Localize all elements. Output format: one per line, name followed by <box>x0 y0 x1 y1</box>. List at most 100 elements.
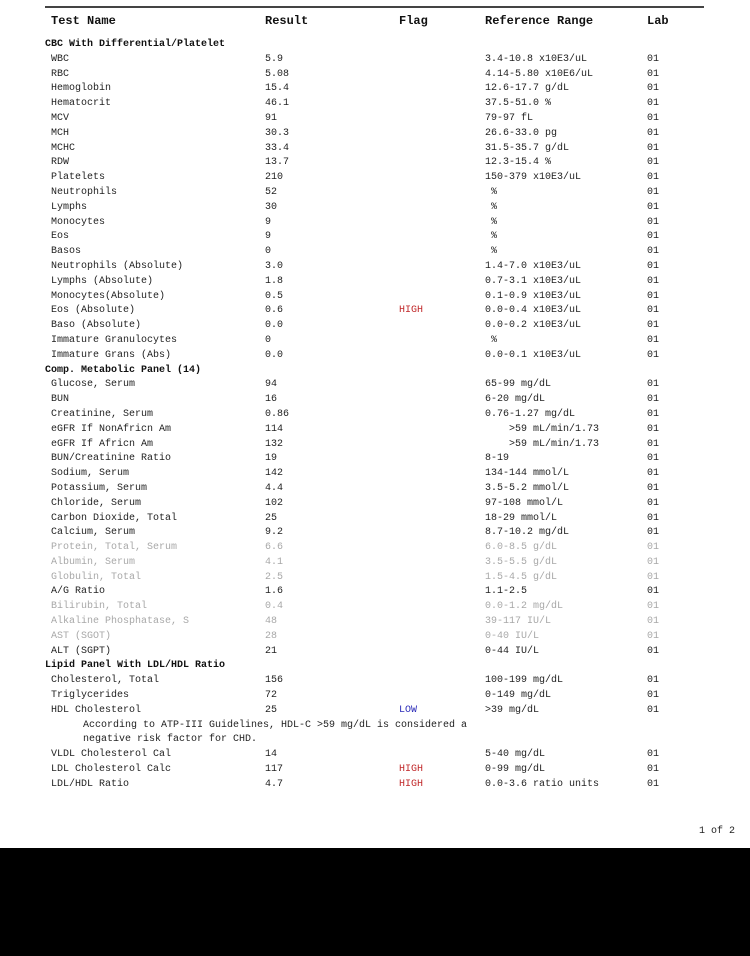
lab-code: 01 <box>647 601 660 613</box>
test-name: Hemoglobin <box>51 83 112 95</box>
reference-range: % <box>485 231 498 243</box>
test-name: Carbon Dioxide, Total <box>51 512 178 524</box>
test-name: Platelets <box>51 172 106 184</box>
black-area <box>0 848 750 956</box>
reference-range: 0.0-0.4 x10E3/uL <box>485 305 582 317</box>
lab-code: 01 <box>647 764 660 776</box>
reference-range: 8-19 <box>485 453 510 465</box>
result-value: 94 <box>265 379 278 391</box>
test-name: Potassium, Serum <box>51 482 148 494</box>
test-name: Albumin, Serum <box>51 556 136 568</box>
lab-code: 01 <box>647 497 660 509</box>
test-name: Alkaline Phosphatase, S <box>51 616 190 628</box>
lab-code: 01 <box>647 246 660 258</box>
table-row: WBC 5.9 3.4-10.8 x10E3/uL 01 <box>0 53 750 68</box>
table-row: Carbon Dioxide, Total 25 18-29 mmol/L 01 <box>0 512 750 527</box>
table-row: Lymphs 30 % 01 <box>0 201 750 216</box>
table-row: Protein, Total, Serum 6.6 6.0-8.5 g/dL 01 <box>0 541 750 556</box>
results-table: CBC With Differential/Platelet WBC 5.9 3.4-… <box>0 38 750 793</box>
section-header: Lipid Panel With LDL/HDL Ratio <box>0 659 750 674</box>
test-name: Eos <box>51 231 70 243</box>
result-value: 9 <box>265 216 272 228</box>
reference-range: 6.0-8.5 g/dL <box>485 542 558 554</box>
table-row: BUN/Creatinine Ratio 19 8-19 01 <box>0 452 750 467</box>
result-value: 117 <box>265 764 284 776</box>
reference-range: 0.0-3.6 ratio units <box>485 778 600 790</box>
lab-code: 01 <box>647 778 660 790</box>
lab-code: 01 <box>647 349 660 361</box>
lab-code: 01 <box>647 704 660 716</box>
test-name: AST (SGOT) <box>51 630 112 642</box>
test-name: Protein, Total, Serum <box>51 542 178 554</box>
result-value: 16 <box>265 394 278 406</box>
test-name: MCV <box>51 112 70 124</box>
lab-code: 01 <box>647 127 660 139</box>
header-flag: Flag <box>399 14 428 28</box>
reference-range: 18-29 mmol/L <box>485 512 558 524</box>
result-value: 0 <box>265 246 272 258</box>
result-value: 72 <box>265 690 278 702</box>
table-row: RDW 13.7 12.3-15.4 % 01 <box>0 156 750 171</box>
test-name: Immature Grans (Abs) <box>51 349 172 361</box>
header-reference-range: Reference Range <box>485 14 594 28</box>
reference-range: 0.1-0.9 x10E3/uL <box>485 290 582 302</box>
result-value: 5.08 <box>265 68 290 80</box>
test-name: Neutrophils (Absolute) <box>51 260 184 272</box>
result-value: 4.4 <box>265 482 284 494</box>
note-text: According to ATP-III Guidelines, HDL-C >… <box>83 719 468 731</box>
lab-code: 01 <box>647 216 660 228</box>
test-name: ALT (SGPT) <box>51 645 112 657</box>
reference-range: >39 mg/dL <box>485 704 540 716</box>
result-value: 0.4 <box>265 601 284 613</box>
test-name: MCHC <box>51 142 76 154</box>
lab-code: 01 <box>647 320 660 332</box>
result-value: 21 <box>265 645 278 657</box>
result-value: 33.4 <box>265 142 290 154</box>
table-row: ALT (SGPT) 21 0-44 IU/L 01 <box>0 645 750 660</box>
reference-range: % <box>485 334 498 346</box>
table-row: VLDL Cholesterol Cal 14 5-40 mg/dL 01 <box>0 748 750 763</box>
lab-code: 01 <box>647 512 660 524</box>
table-row: Neutrophils (Absolute) 3.0 1.4-7.0 x10E3/u… <box>0 260 750 275</box>
test-name: Calcium, Serum <box>51 527 136 539</box>
result-note: According to ATP-III Guidelines, HDL-C >… <box>0 719 750 734</box>
test-name: Lymphs <box>51 201 88 213</box>
test-name: Baso (Absolute) <box>51 320 142 332</box>
result-value: 102 <box>265 497 284 509</box>
reference-range: 1.4-7.0 x10E3/uL <box>485 260 582 272</box>
header-result: Result <box>265 14 309 28</box>
lab-code: 01 <box>647 468 660 480</box>
reference-range: 12.3-15.4 % <box>485 157 552 169</box>
reference-range: 26.6-33.0 pg <box>485 127 558 139</box>
reference-range: 0-99 mg/dL <box>485 764 546 776</box>
reference-range: 0-149 mg/dL <box>485 690 552 702</box>
lab-code: 01 <box>647 542 660 554</box>
table-row: Eos (Absolute) 0.6 HIGH 0.0-0.4 x10E3/uL 01 <box>0 304 750 319</box>
table-row: HDL Cholesterol 25 LOW >39 mg/dL 01 <box>0 704 750 719</box>
table-row: Potassium, Serum 4.4 3.5-5.2 mmol/L 01 <box>0 482 750 497</box>
table-row: Hemoglobin 15.4 12.6-17.7 g/dL 01 <box>0 82 750 97</box>
test-name: Neutrophils <box>51 186 118 198</box>
result-value: 1.6 <box>265 586 284 598</box>
lab-code: 01 <box>647 142 660 154</box>
test-name: RDW <box>51 157 70 169</box>
reference-range: 1.5-4.5 g/dL <box>485 571 558 583</box>
table-row: Bilirubin, Total 0.4 0.0-1.2 mg/dL 01 <box>0 600 750 615</box>
result-value: 15.4 <box>265 83 290 95</box>
top-rule <box>45 6 704 8</box>
reference-range: 3.5-5.5 g/dL <box>485 556 558 568</box>
result-value: 6.6 <box>265 542 284 554</box>
lab-code: 01 <box>647 616 660 628</box>
result-value: 0.0 <box>265 349 284 361</box>
section-title: Lipid Panel With LDL/HDL Ratio <box>45 660 226 672</box>
reference-range: 6-20 mg/dL <box>485 394 546 406</box>
test-name: LDL/HDL Ratio <box>51 778 130 790</box>
result-value: 14 <box>265 749 278 761</box>
lab-code: 01 <box>647 379 660 391</box>
lab-code: 01 <box>647 645 660 657</box>
result-value: 0.0 <box>265 320 284 332</box>
lab-code: 01 <box>647 68 660 80</box>
reference-range: % <box>485 216 498 228</box>
lab-code: 01 <box>647 290 660 302</box>
reference-range: 3.4-10.8 x10E3/uL <box>485 53 588 65</box>
